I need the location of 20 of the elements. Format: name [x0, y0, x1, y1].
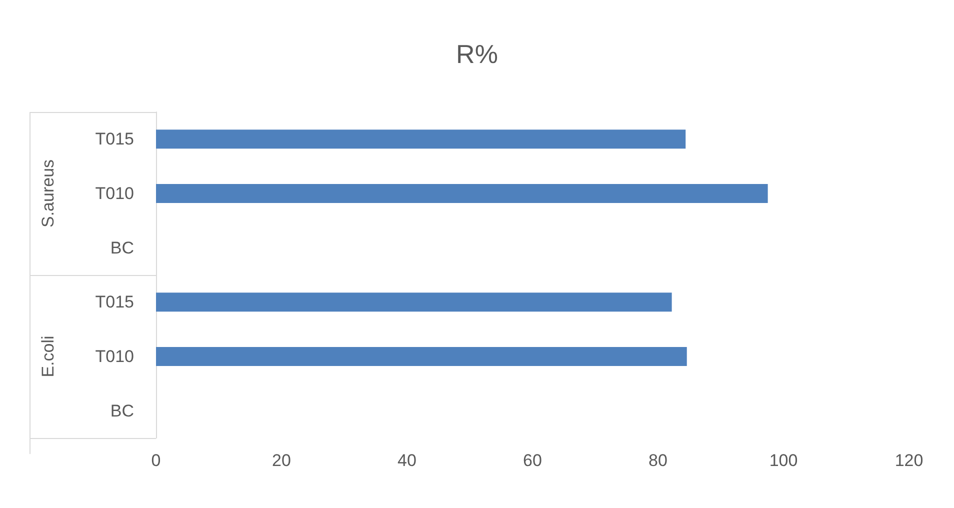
- bar: [156, 184, 768, 204]
- y-tick-label: T015: [95, 292, 134, 312]
- bar: [156, 292, 672, 312]
- y-tick-label: BC: [110, 238, 134, 258]
- x-tick-label: 80: [648, 451, 668, 470]
- x-tick-label: 60: [523, 451, 542, 470]
- x-tick-label: 40: [398, 451, 416, 470]
- bar: [156, 130, 686, 149]
- y-tick-label: T010: [95, 347, 134, 366]
- text: E.coli: [38, 336, 58, 378]
- x-tick-label: 120: [894, 451, 924, 470]
- x-tick-label: 0: [151, 451, 161, 470]
- chart-title: R%: [456, 39, 498, 69]
- x-tick-label: 20: [272, 451, 291, 470]
- y-tick-label: BC: [110, 401, 134, 420]
- bar: [156, 346, 687, 366]
- text: S.aureus: [38, 159, 58, 228]
- x-tick-label: 100: [769, 451, 798, 470]
- y-tick-label: T010: [95, 184, 134, 203]
- y-tick-label: T015: [95, 130, 134, 149]
